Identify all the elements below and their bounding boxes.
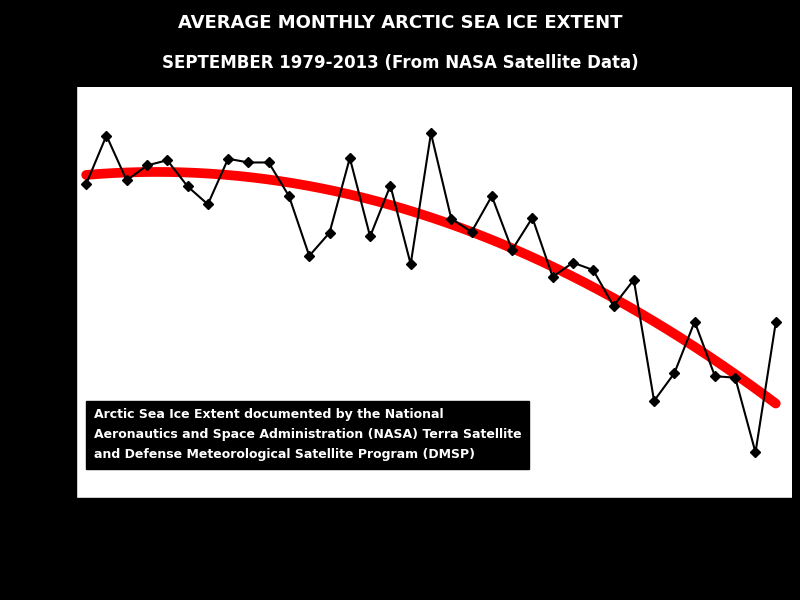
Y-axis label: Extent  (million square  kilometers): Extent (million square kilometers) <box>25 182 38 403</box>
Text: AVERAGE MONTHLY ARCTIC SEA ICE EXTENT: AVERAGE MONTHLY ARCTIC SEA ICE EXTENT <box>178 14 622 32</box>
Text: SEPTEMBER 1979-2013 (From NASA Satellite Data): SEPTEMBER 1979-2013 (From NASA Satellite… <box>162 54 638 72</box>
Text: Arctic Sea Ice Extent documented by the National
Aeronautics and Space Administr: Arctic Sea Ice Extent documented by the … <box>94 408 522 461</box>
